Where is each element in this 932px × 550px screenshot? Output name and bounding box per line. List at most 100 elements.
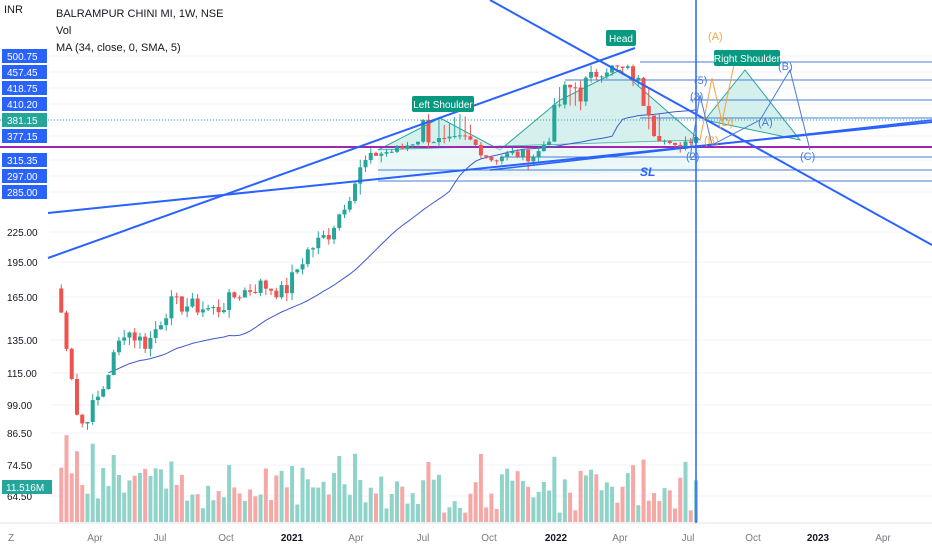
candle — [442, 124, 447, 144]
blue-harmonic — [689, 68, 811, 159]
svg-text:Head: Head — [609, 34, 633, 45]
volume-bar — [253, 496, 258, 522]
candle — [95, 390, 100, 406]
candle — [337, 213, 342, 231]
volume-bar — [143, 468, 148, 522]
candle — [478, 142, 483, 159]
volume-bar — [578, 470, 583, 522]
right-shoulder-label: Right Shoulder — [714, 50, 781, 66]
svg-text:410.20: 410.20 — [7, 100, 38, 111]
candle — [206, 304, 211, 312]
volume-bar — [473, 482, 478, 522]
candle — [200, 301, 205, 317]
price-axis-label: 74.50 — [7, 461, 32, 472]
price-axis[interactable]: 500.75 457.45 418.75 410.20 381.15 377.15 315.… — [2, 49, 52, 503]
wave-label: (2) — [686, 151, 699, 163]
candle — [389, 149, 394, 153]
upper-trendline[interactable] — [47, 47, 636, 259]
candle — [158, 321, 163, 330]
volume-bar — [463, 512, 468, 522]
time-axis-label: Apr — [612, 533, 628, 544]
svg-text:225.00: 225.00 — [7, 228, 38, 239]
candle — [122, 329, 127, 346]
time-axis-label: Oct — [745, 533, 761, 544]
candle — [363, 155, 368, 173]
trend-lines[interactable] — [47, 0, 932, 523]
volume-bar — [583, 475, 588, 522]
candle — [253, 284, 258, 294]
svg-text:285.00: 285.00 — [7, 188, 38, 199]
volume-bar — [673, 508, 678, 522]
time-axis-label: 2021 — [281, 533, 304, 544]
support-trendline[interactable] — [489, 119, 932, 171]
candle — [631, 64, 636, 87]
svg-text:500.75: 500.75 — [7, 52, 38, 63]
price-axis-label: 115.00 — [7, 369, 37, 380]
candle — [358, 159, 363, 195]
vol-legend: Vol — [56, 25, 71, 37]
volume-bar — [568, 492, 573, 522]
candle — [489, 156, 494, 162]
ma-line — [108, 109, 697, 374]
candle — [426, 114, 431, 148]
volume-bar — [148, 476, 153, 522]
volume-bar — [573, 510, 578, 522]
price-axis-label: 135.00 — [7, 336, 38, 347]
candle — [195, 294, 200, 316]
volume-bar — [683, 461, 688, 522]
volume-bar — [80, 485, 85, 522]
volume-bar — [169, 461, 174, 522]
time-axis-label: 2022 — [545, 533, 568, 544]
candle — [547, 137, 552, 146]
volume-bar — [431, 479, 436, 522]
candle — [295, 268, 300, 275]
volume-bar — [274, 475, 279, 522]
annotations: Left Shoulder Head Right Shoulder SL (2)… — [412, 30, 815, 179]
time-axis-label: Apr — [87, 533, 103, 544]
price-axis-label: 285.00 — [2, 185, 47, 199]
volume-bar — [195, 494, 200, 522]
candle — [342, 204, 347, 219]
candle — [305, 247, 310, 268]
volume-bar — [494, 509, 499, 522]
volume-bars — [59, 435, 698, 522]
candle — [232, 291, 237, 299]
candle — [394, 145, 399, 154]
volume-bar — [526, 486, 531, 522]
candle — [578, 80, 583, 111]
svg-text:64.50: 64.50 — [7, 492, 32, 503]
candle — [688, 137, 693, 147]
price-axis-label: 315.35 — [2, 153, 47, 167]
volume-bar — [206, 485, 211, 522]
candle — [300, 258, 305, 275]
candle — [116, 336, 121, 356]
candle — [473, 139, 478, 147]
time-axis-label: Jul — [417, 533, 430, 544]
volume-bar — [510, 480, 515, 522]
svg-text:Right Shoulder: Right Shoulder — [714, 54, 781, 65]
candle — [311, 246, 316, 258]
volume-bar — [95, 498, 100, 522]
volume-bar — [394, 481, 399, 522]
volume-bar — [688, 510, 693, 522]
candle — [111, 349, 116, 376]
price-axis-label: 165.00 — [7, 293, 38, 304]
volume-bar — [442, 512, 447, 522]
candle — [353, 181, 358, 204]
volume-bar — [263, 468, 268, 522]
candle — [463, 116, 468, 141]
candle — [615, 64, 620, 71]
candle — [599, 75, 604, 83]
volume-bar — [221, 497, 226, 522]
timezone-button[interactable]: Z — [8, 533, 14, 544]
harmonic-pattern-fill — [704, 69, 802, 141]
descending-trendline[interactable] — [489, 0, 932, 246]
volume-bar — [74, 451, 79, 522]
candle — [573, 82, 578, 106]
time-axis[interactable]: Apr Jul Oct 2021 Apr Jul Oct 2022 Apr Jul Oct 2023 A… — [87, 533, 891, 544]
candle — [667, 140, 672, 145]
time-axis-label: 2023 — [807, 533, 830, 544]
candle — [641, 76, 646, 107]
time-axis-label: Apr — [875, 533, 891, 544]
